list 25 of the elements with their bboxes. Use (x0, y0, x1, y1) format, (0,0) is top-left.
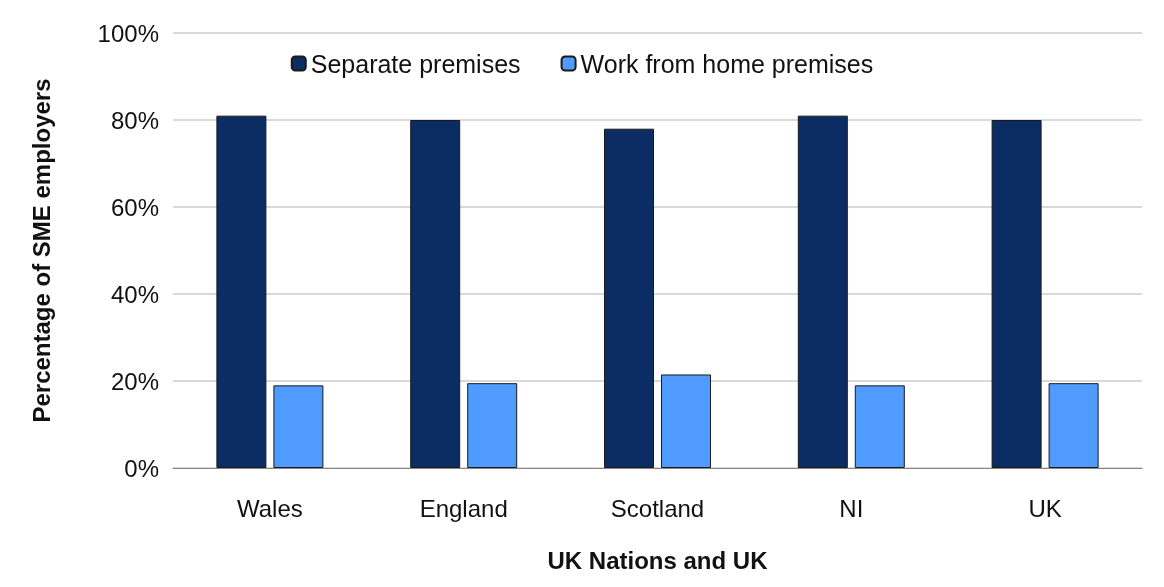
bar (216, 115, 267, 468)
bar (604, 128, 654, 468)
y-tick-label: 20% (110, 367, 159, 395)
bar (797, 115, 848, 468)
x-tick-label: UK (1028, 494, 1062, 522)
x-tick-label: Wales (237, 494, 303, 522)
bar (854, 385, 905, 468)
x-tick-label: NI (839, 494, 864, 522)
x-tick-label: England (419, 494, 508, 522)
y-tick-label: 0% (124, 454, 159, 482)
legend-label: Separate premises (310, 49, 521, 78)
y-tick-label: 60% (110, 193, 159, 221)
bar (661, 374, 711, 468)
x-tick-label: Scotland (610, 494, 705, 522)
bar (467, 383, 518, 468)
y-axis-title: Percentage of SME employers (27, 78, 55, 423)
bar (410, 120, 461, 468)
legend-label: Work from home premises (580, 49, 874, 78)
x-axis-title: UK Nations and UK (547, 546, 769, 574)
y-tick-label: 80% (110, 106, 159, 134)
y-tick-label: 100% (97, 19, 159, 47)
bar (273, 385, 324, 468)
y-tick-label: 40% (110, 280, 159, 308)
bar (991, 120, 1042, 468)
bar (1048, 383, 1099, 468)
